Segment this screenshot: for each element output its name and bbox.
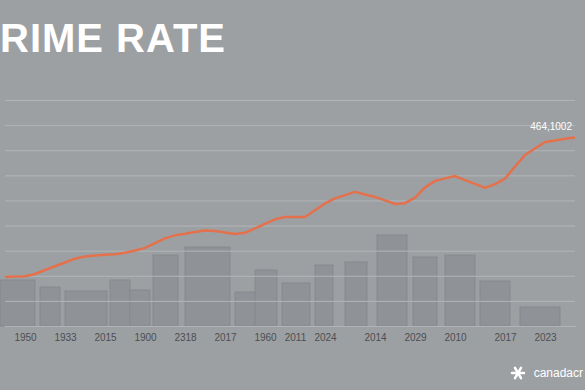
building bbox=[377, 235, 407, 326]
title: RIME RATE bbox=[0, 16, 226, 60]
building bbox=[130, 290, 150, 326]
x-tick: 2017 bbox=[214, 326, 237, 343]
building bbox=[445, 255, 475, 326]
building bbox=[185, 247, 230, 326]
building bbox=[255, 270, 277, 326]
x-tick-label: 1950 bbox=[14, 332, 37, 343]
building bbox=[315, 265, 333, 326]
chart: 1950 1933 2015 1900 2318 2017 1960 2011 2024 2014… bbox=[0, 0, 585, 390]
building bbox=[153, 255, 178, 326]
building bbox=[282, 283, 310, 326]
grid-line bbox=[5, 226, 575, 227]
skyline bbox=[0, 235, 560, 326]
annotation: 464,1002 bbox=[530, 121, 572, 132]
x-tick-label: 1900 bbox=[134, 332, 157, 343]
x-tick: 1900 bbox=[134, 326, 157, 343]
grid-line bbox=[5, 251, 575, 252]
x-tick-label: 2014 bbox=[364, 332, 387, 343]
x-axis: 1950 1933 2015 1900 2318 2017 1960 2011 2024 2014… bbox=[6, 326, 576, 343]
logo-stroke bbox=[515, 368, 521, 378]
y-tick bbox=[5, 100, 575, 101]
logo-icon bbox=[512, 368, 524, 378]
x-tick: 2015 bbox=[94, 326, 117, 343]
y-axis bbox=[5, 101, 575, 327]
x-tick-label: 2015 bbox=[94, 332, 117, 343]
x-tick: 1933 bbox=[54, 326, 77, 343]
x-tick: 2024 bbox=[314, 326, 337, 343]
x-tick-label: 1960 bbox=[254, 332, 277, 343]
grid-line bbox=[5, 150, 575, 151]
x-tick-label: 2017 bbox=[214, 332, 237, 343]
y-tick bbox=[5, 301, 575, 302]
building bbox=[110, 280, 130, 326]
y-tick bbox=[5, 251, 575, 252]
grid-line bbox=[5, 276, 575, 277]
building bbox=[0, 280, 35, 326]
y-tick bbox=[5, 150, 575, 151]
plot-area bbox=[5, 137, 575, 277]
x-tick-label: 2029 bbox=[404, 332, 427, 343]
building bbox=[65, 291, 107, 326]
y-tick bbox=[5, 125, 575, 126]
y-tick bbox=[5, 326, 575, 327]
grid-line bbox=[5, 301, 575, 302]
x-tick-label: 1933 bbox=[54, 332, 77, 343]
x-tick: 2017 bbox=[494, 326, 517, 343]
x-tick: 1960 bbox=[254, 326, 277, 343]
building bbox=[480, 281, 510, 326]
y-tick bbox=[5, 276, 575, 277]
building bbox=[413, 257, 437, 326]
x-axis-line bbox=[6, 326, 576, 327]
x-tick-label: 2024 bbox=[314, 332, 337, 343]
x-tick: 2029 bbox=[404, 326, 427, 343]
source: canadacr bbox=[534, 366, 583, 380]
x-tick: 2014 bbox=[364, 326, 387, 343]
background bbox=[0, 0, 585, 390]
x-tick: 2318 bbox=[174, 326, 197, 343]
grid-line bbox=[5, 200, 575, 201]
x-tick: 2023 bbox=[534, 326, 557, 343]
y-tick bbox=[5, 226, 575, 227]
building bbox=[520, 307, 560, 326]
grid-line bbox=[5, 100, 575, 101]
x-tick-label: 2023 bbox=[534, 332, 557, 343]
logo-stroke bbox=[515, 368, 521, 378]
x-tick-label: 2011 bbox=[285, 332, 307, 343]
x-tick-label: 2017 bbox=[494, 332, 517, 343]
building bbox=[235, 292, 255, 326]
grid-line bbox=[5, 125, 575, 126]
y-tick bbox=[5, 175, 575, 176]
building bbox=[40, 287, 60, 326]
building bbox=[345, 262, 367, 326]
x-tick: 1950 bbox=[14, 326, 37, 343]
line bbox=[5, 137, 575, 277]
grid-line bbox=[5, 326, 575, 327]
x-tick-label: 2318 bbox=[174, 332, 197, 343]
x-tick-label: 2010 bbox=[444, 332, 467, 343]
grid-line bbox=[5, 175, 575, 176]
x-tick: 2010 bbox=[444, 326, 467, 343]
x-tick: 2011 bbox=[285, 326, 307, 343]
y-tick bbox=[5, 200, 575, 201]
